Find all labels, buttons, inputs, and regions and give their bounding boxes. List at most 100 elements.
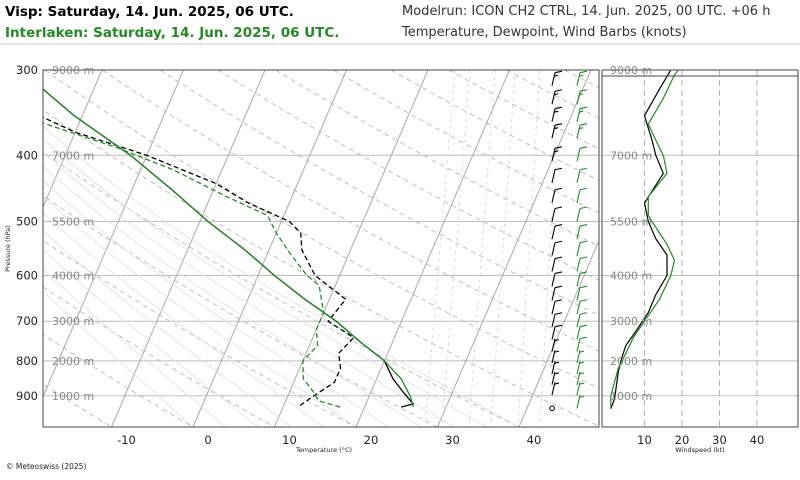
location-1-wind-barb <box>551 240 563 256</box>
model-run-label: Modelrun: ICON CH2 CTRL, 14. Jun. 2025, … <box>402 4 771 19</box>
chart-description: Temperature, Dewpoint, Wind Barbs (knots… <box>402 25 687 40</box>
barb-staff <box>551 326 556 340</box>
barb-half <box>579 350 585 353</box>
location-2-wind-barb <box>576 70 588 86</box>
barb-half <box>579 382 585 385</box>
barb-flag <box>554 271 563 274</box>
barb-half <box>554 339 560 342</box>
skewt-data <box>43 70 588 412</box>
barb-half <box>579 74 584 77</box>
location-1-wind-barb <box>551 381 560 396</box>
location-2-wind-barb <box>576 240 588 256</box>
location-1-wind-barb <box>551 338 560 352</box>
location-1-wind-barb <box>551 256 563 272</box>
location-2-wind-barb <box>576 371 585 385</box>
isotherm <box>355 70 510 427</box>
barb-flag <box>554 167 563 171</box>
barb-staff <box>576 208 581 222</box>
location-2-wind-barb <box>576 361 585 375</box>
dry-adiabat <box>506 70 599 119</box>
barb-flag <box>579 312 588 315</box>
barb-staff <box>551 273 556 287</box>
barb-staff <box>576 125 581 139</box>
location-1-wind-barb <box>551 312 563 328</box>
barb-staff <box>551 381 556 396</box>
barb-half <box>554 372 560 375</box>
pressure-tick-label: 400 <box>16 148 38 162</box>
pressure-tick-label: 500 <box>16 214 38 228</box>
altitude-label: 4000 m <box>52 270 94 283</box>
barb-half <box>579 395 585 398</box>
barb-staff <box>576 72 581 86</box>
barb-half <box>554 127 559 130</box>
pressure-axis-label: Pressure (hPa) <box>4 225 12 272</box>
location-1-title: Visp: Saturday, 14. Jun. 2025, 06 UTC. <box>5 4 294 20</box>
windspeed-tick-label: 20 <box>675 433 690 447</box>
temperature-tick-label: 20 <box>364 433 379 447</box>
barb-flag <box>579 123 588 126</box>
barb-staff <box>576 225 581 240</box>
barb-half <box>579 110 584 113</box>
wind-profile-axes: 9000 m 7000 m 5500 m 4000 m 3000 m 2000 m 1000… <box>601 64 799 454</box>
barb-half <box>554 74 559 77</box>
moist-adiabat <box>43 165 422 427</box>
barb-staff <box>576 338 581 352</box>
location-2-wind-barb <box>576 256 588 272</box>
barb-staff <box>576 273 581 287</box>
moist-adiabat <box>43 290 194 427</box>
barb-staff <box>551 338 556 352</box>
barb-staff <box>576 169 581 183</box>
barb-staff <box>576 371 581 385</box>
temperature-tick-label: 40 <box>527 433 542 447</box>
pressure-tick-label: 600 <box>16 269 38 283</box>
moist-adiabat <box>43 195 357 427</box>
barb-staff <box>576 189 581 203</box>
pressure-tick-label: 900 <box>16 389 38 403</box>
pressure-tick-label: 300 <box>16 63 38 77</box>
windspeed-axis-label: Windspeed (kt) <box>675 446 724 454</box>
barb-staff <box>551 225 556 240</box>
location-1-wind-barb <box>551 324 563 340</box>
altitude-label: 5500 m <box>52 215 94 228</box>
barb-flag <box>579 324 588 328</box>
isotherm <box>682 70 800 427</box>
location-1-wind-barb <box>551 299 563 315</box>
barb-flag <box>579 187 588 191</box>
isotherm <box>436 70 592 427</box>
barb-half <box>554 110 559 113</box>
barb-staff <box>576 148 581 162</box>
location-2-wind-barb <box>576 336 588 352</box>
wind-altitude-label: 4000 m <box>610 270 652 283</box>
dry-adiabat <box>43 286 275 427</box>
location-2-wind-barb <box>576 381 585 396</box>
dry-adiabat <box>217 70 599 281</box>
barb-staff <box>576 381 581 396</box>
barb-flag <box>554 256 563 260</box>
location-1-wind-barb <box>551 146 563 162</box>
dry-adiabat <box>275 70 599 247</box>
barb-staff <box>551 91 556 105</box>
mixing-ratio-line <box>517 70 541 427</box>
location-2-dewpoint-line <box>43 122 341 408</box>
barb-staff <box>576 395 581 409</box>
dry-adiabat <box>448 70 599 150</box>
dry-adiabat <box>159 70 599 316</box>
location-1-wind-barb <box>551 371 560 385</box>
location-2-wind-barb <box>576 187 588 203</box>
barb-staff <box>576 91 581 105</box>
barb-flag <box>579 336 588 340</box>
moist-adiabat <box>43 180 389 427</box>
barb-half <box>554 150 559 153</box>
barb-flag <box>579 70 588 74</box>
mixing-ratio-line <box>424 70 456 427</box>
altitude-label: 9000 m <box>52 64 94 77</box>
barb-flag <box>554 89 563 92</box>
location-2-temperature-line <box>43 88 415 408</box>
barb-staff <box>551 148 556 162</box>
barb-staff <box>576 314 581 328</box>
location-2-wind-barb <box>576 123 588 139</box>
barb-staff <box>551 108 556 122</box>
altitude-label: 2000 m <box>52 355 94 368</box>
isotherm <box>518 239 599 427</box>
